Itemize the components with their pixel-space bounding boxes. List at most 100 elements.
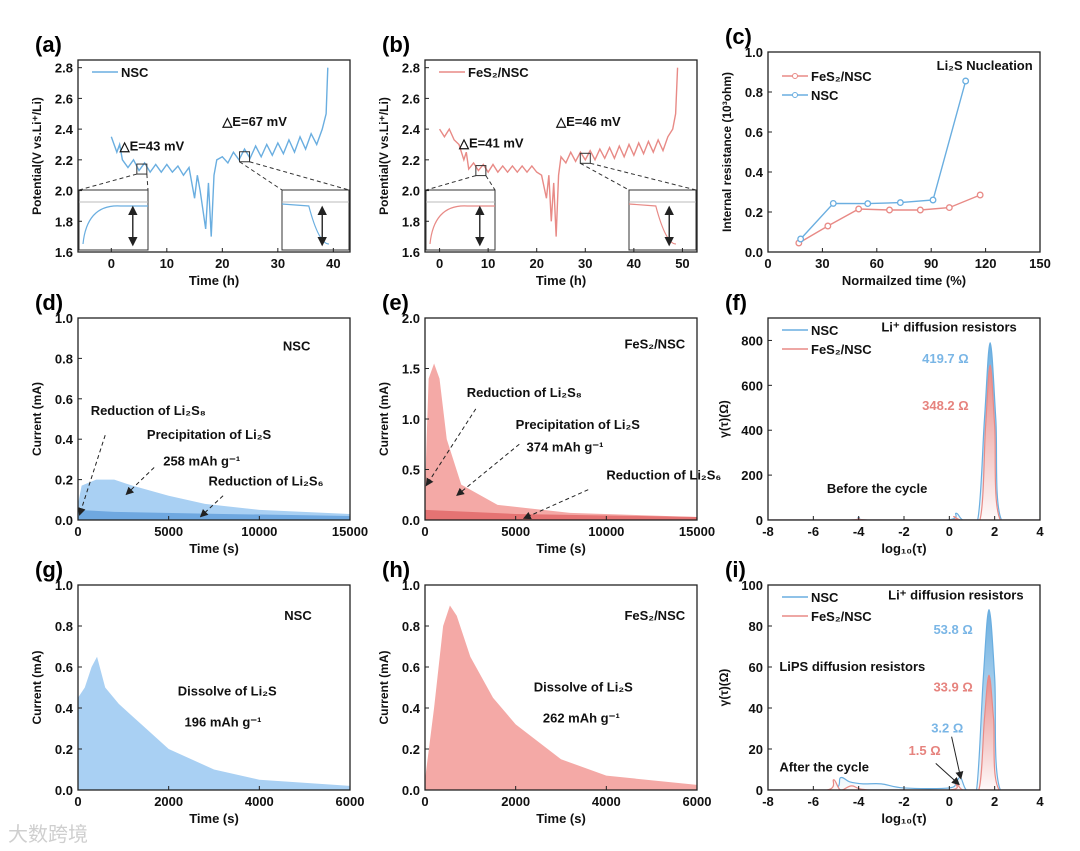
x-tick-label: 2 — [991, 524, 998, 539]
legend-label: FeS₂/NSC — [811, 609, 872, 624]
annotation: 3.2 Ω — [931, 721, 963, 736]
annotation: Before the cycle — [827, 481, 927, 496]
x-tick-label: 30 — [815, 256, 829, 271]
annotation: △E=46 mV — [555, 114, 621, 129]
data-point — [886, 206, 893, 214]
x-tick-label: 0 — [421, 524, 428, 539]
annotation-arrow — [125, 467, 155, 496]
x-tick-label: -8 — [762, 524, 774, 539]
legend-label: NSC — [121, 65, 149, 80]
panel-label: (h) — [382, 557, 410, 582]
panel-b: (b) 0 10 20 30 40 50 1.6 1.8 2.0 2.2 2.4 2.6 2.8 Time … — [377, 32, 698, 288]
y-tick-label: 0.0 — [55, 783, 73, 798]
y-tick-label: 1.8 — [55, 214, 73, 229]
zoom-guide — [146, 174, 149, 191]
y-axis-label: Internal resistance (10³ohm) — [720, 72, 734, 232]
panel-f: (f) -8 -6 -4 -2 0 2 4 0 200 400 600 800 log₁₀(τ) γ(τ)(… — [717, 290, 1044, 556]
annotation-arrow — [425, 408, 477, 487]
y-tick-label: 0.8 — [55, 351, 73, 366]
y-tick-label: 0.2 — [402, 742, 420, 757]
axes-frame — [77, 59, 351, 253]
data-point — [797, 235, 805, 243]
y-tick-label: 1.6 — [402, 245, 420, 260]
y-tick-label: 0 — [756, 513, 763, 528]
annotation: Reduction of Li₂S₈ — [467, 385, 582, 400]
x-tick-label: 0 — [946, 524, 953, 539]
annotation: △E=67 mV — [221, 114, 287, 129]
y-tick-label: 2.0 — [402, 311, 420, 326]
annotation: 258 mAh g⁻¹ — [163, 453, 240, 468]
x-tick-label: 15000 — [679, 524, 715, 539]
x-tick-label: 40 — [627, 256, 641, 271]
x-tick-label: 6000 — [683, 794, 712, 809]
zoom-guide — [590, 162, 697, 191]
zoom-marker — [136, 163, 148, 175]
y-tick-label: 0.0 — [745, 245, 763, 260]
panel-g: (g) 0 2000 4000 6000 0.0 0.2 0.4 0.6 0.8 1.0 Time (… — [30, 557, 364, 826]
zoom-marker — [239, 151, 251, 163]
x-tick-label: 150 — [1029, 256, 1051, 271]
x-tick-label: 0 — [74, 524, 81, 539]
y-tick-label: 60 — [749, 660, 763, 675]
annotation-arrow — [456, 443, 520, 497]
zoom-guide — [78, 173, 137, 191]
annotation: △E=41 mV — [458, 136, 524, 151]
annotation: 53.8 Ω — [933, 622, 972, 637]
x-tick-label: 0 — [74, 794, 81, 809]
y-tick-label: 0.2 — [55, 473, 73, 488]
y-tick-label: 2.8 — [402, 61, 420, 76]
x-tick-label: 0 — [436, 256, 443, 271]
annotation: 196 mAh g⁻¹ — [185, 714, 262, 729]
data-point — [976, 191, 984, 199]
annotation: 1.5 Ω — [909, 743, 941, 758]
y-tick-label: 1.0 — [745, 45, 763, 60]
series-area-0 — [768, 342, 1040, 520]
annotation-arrow — [935, 762, 960, 786]
x-tick-label: 20 — [215, 256, 229, 271]
annotation-arrow — [951, 736, 964, 780]
x-tick-label: -8 — [762, 794, 774, 809]
x-tick-label: -4 — [853, 524, 865, 539]
panel-label: (f) — [725, 290, 747, 315]
axes-frame — [77, 317, 351, 521]
x-tick-label: 4000 — [245, 794, 274, 809]
y-tick-label: 100 — [741, 578, 763, 593]
legend-label: FeS₂/NSC — [811, 69, 872, 84]
y-axis-label: Current (mA) — [30, 382, 44, 456]
annotation: △E=43 mV — [119, 139, 185, 154]
y-tick-label: 2.6 — [402, 91, 420, 106]
annotation: FeS₂/NSC — [624, 608, 685, 623]
panel-label: (i) — [725, 557, 746, 582]
axes-frame — [424, 59, 698, 253]
series-area-0 — [78, 656, 350, 790]
x-tick-label: 120 — [975, 256, 997, 271]
y-axis-label: γ(τ)(Ω) — [717, 400, 731, 438]
y-tick-label: 600 — [741, 378, 763, 393]
y-tick-label: 0.0 — [402, 513, 420, 528]
panel-label: (d) — [35, 290, 63, 315]
y-tick-label: 0.6 — [745, 125, 763, 140]
legend-label: NSC — [811, 323, 839, 338]
x-tick-label: 4 — [1036, 794, 1044, 809]
x-axis-label: Time (h) — [536, 273, 586, 288]
plot-area — [425, 363, 697, 520]
inset-box — [281, 189, 350, 251]
annotation: Li⁺ diffusion resistors — [888, 587, 1023, 602]
plot-area — [78, 656, 350, 790]
x-tick-label: 10000 — [241, 524, 277, 539]
data-point — [945, 204, 953, 212]
legend-marker — [792, 73, 798, 79]
annotation: Dissolve of Li₂S — [534, 680, 633, 695]
zoom-guide — [485, 175, 496, 191]
annotation: Precipitation of Li₂S — [147, 427, 272, 442]
x-tick-label: 90 — [924, 256, 938, 271]
panel-d: (d) 0 5000 10000 15000 0.0 0.2 0.4 0.6 0.8 1.0 Time… — [30, 290, 368, 556]
panel-label: (e) — [382, 290, 409, 315]
annotation: Reduction of Li₂S₈ — [91, 403, 206, 418]
y-tick-label: 0.5 — [402, 463, 420, 478]
annotation: NSC — [283, 338, 311, 353]
series-line-0 — [438, 67, 679, 237]
x-axis-label: log₁₀(τ) — [881, 541, 926, 556]
panel-h: (h) 0 2000 4000 6000 0.0 0.2 0.4 0.6 0.8 1.0 Time (… — [377, 557, 711, 826]
